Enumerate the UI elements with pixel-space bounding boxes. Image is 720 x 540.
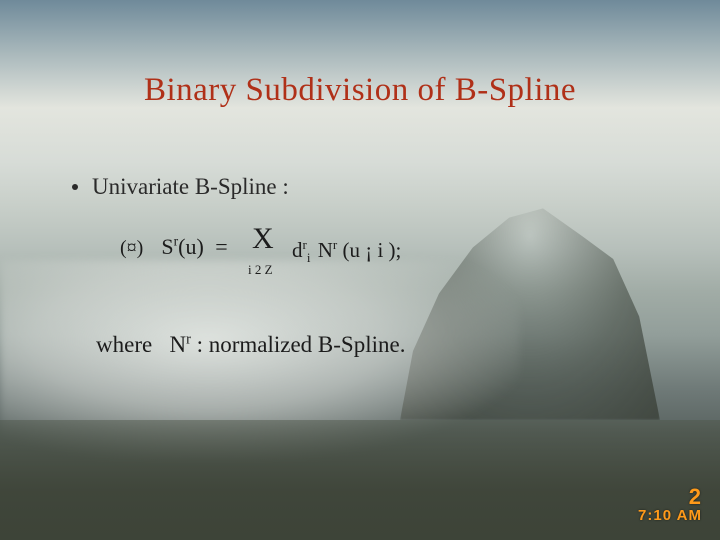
rhs-arg: (u ¡ i ); — [342, 238, 401, 262]
where-desc: normalized B-Spline. — [209, 332, 406, 357]
foreground-terrain — [0, 420, 720, 540]
formula-marker: (¤) — [120, 237, 143, 259]
rhs-N-sup: r — [333, 237, 337, 252]
formula-S-arg: (u) — [178, 234, 204, 259]
formula-rhs: dri Nr (u ¡ i ); — [292, 238, 401, 263]
where-colon: : — [197, 332, 203, 357]
sum-symbol: X — [252, 222, 274, 256]
slide: Binary Subdivision of B-Spline Univariat… — [0, 0, 720, 540]
formula-eq: = — [215, 234, 227, 259]
where-line: where Nr : normalized B-Spline. — [96, 332, 405, 358]
bullet-line: Univariate B-Spline : — [72, 174, 289, 200]
rhs-d-sub: i — [307, 250, 311, 265]
formula-lhs: (¤)Sr(u) = — [120, 234, 228, 260]
where-N: N — [169, 332, 186, 357]
where-label: where — [96, 332, 152, 357]
formula-S: S — [161, 234, 173, 259]
bullet-dot-icon — [72, 184, 78, 190]
slide-title: Binary Subdivision of B-Spline — [0, 72, 720, 109]
where-N-sup: r — [186, 331, 191, 347]
bullet-text: Univariate B-Spline : — [92, 174, 289, 199]
timestamp-date: 2 — [638, 485, 702, 508]
rhs-d: d — [292, 238, 303, 262]
sum-domain: i 2 Z — [248, 262, 273, 278]
rhs-N: N — [318, 238, 333, 262]
photo-timestamp: 2 7:10 AM — [638, 485, 702, 524]
timestamp-time: 7:10 AM — [638, 508, 702, 524]
